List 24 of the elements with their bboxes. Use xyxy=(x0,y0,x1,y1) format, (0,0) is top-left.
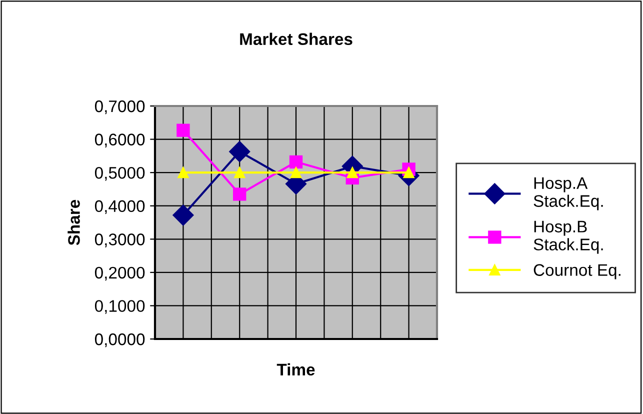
y-axis-title: Share xyxy=(68,200,80,246)
point xyxy=(178,167,189,178)
y-tick-label: 0,1000 xyxy=(94,300,145,314)
point xyxy=(176,124,190,137)
point xyxy=(289,155,303,169)
legend-label: Hosp.B Stack.Eq. xyxy=(534,220,603,254)
y-tick-label: 0,7000 xyxy=(94,100,145,114)
x-axis-title: Time xyxy=(276,363,315,376)
chart-title: Market Shares xyxy=(240,32,352,46)
point xyxy=(346,167,358,178)
point xyxy=(403,167,414,178)
y-tick-label: 0,0000 xyxy=(94,333,145,348)
y-tick-label: 0,3000 xyxy=(94,234,145,248)
y-tick-label: 0,2000 xyxy=(94,266,145,281)
point xyxy=(290,167,302,178)
point xyxy=(233,188,246,201)
point xyxy=(172,204,194,226)
y-tick-label: 0,5000 xyxy=(94,166,145,181)
y-tick-label: 0,6000 xyxy=(94,134,145,148)
legend-label: Cournot Eq. xyxy=(534,264,620,280)
legend-label: Hosp.A Stack.Eq. xyxy=(534,177,603,210)
y-tick-label: 0,4000 xyxy=(94,200,145,214)
point xyxy=(234,167,246,178)
point xyxy=(229,141,250,162)
